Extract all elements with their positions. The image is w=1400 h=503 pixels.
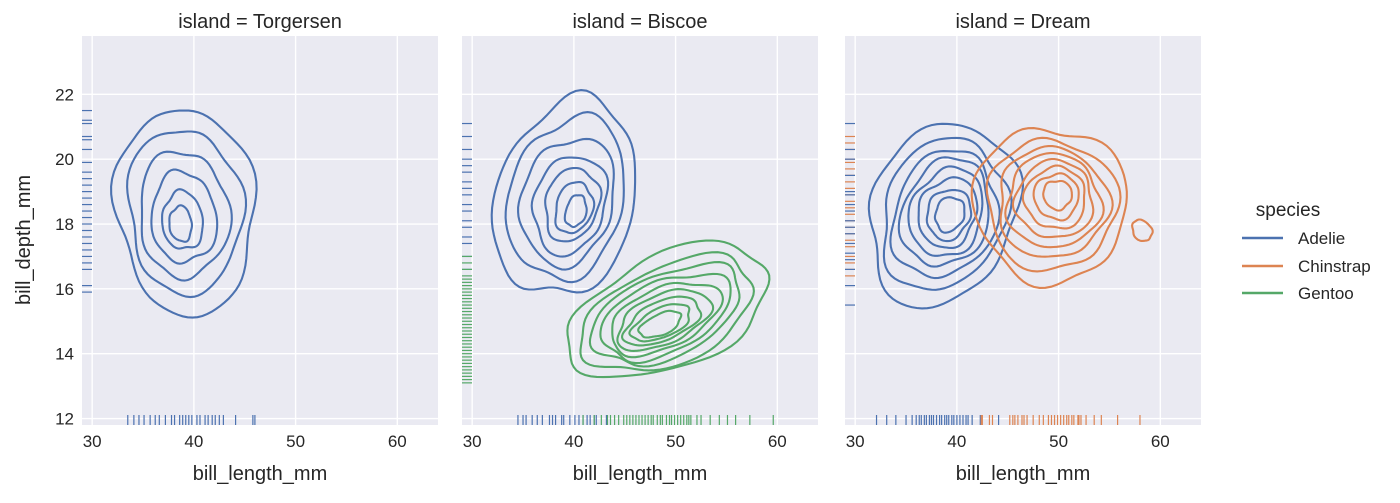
panel-title: island = Biscoe (572, 11, 707, 33)
legend-item-adelie: Adelie (1242, 229, 1345, 248)
rug-x-chinstrap (980, 415, 1141, 425)
contour-chinstrap-5 (1011, 157, 1095, 239)
contour-chinstrap-8 (1042, 179, 1073, 212)
x-tick-label: 50 (1049, 432, 1068, 451)
rug-x-adelie (875, 415, 1000, 425)
x-axis-label: bill_length_mm (956, 463, 1091, 485)
contour-adelie-5 (544, 166, 603, 243)
contour-chinstrap-2 (985, 136, 1122, 273)
contour-adelie-5 (907, 165, 984, 257)
rug-x-adelie (127, 415, 256, 425)
x-tick-label: 40 (184, 432, 203, 451)
x-tick-label: 50 (286, 432, 305, 451)
contour-gentoo-1 (566, 239, 771, 379)
contour-adelie-4 (897, 156, 990, 268)
contour-chinstrap-3 (999, 145, 1114, 258)
kde-gentoo (566, 239, 771, 379)
y-tick-label: 20 (55, 150, 74, 169)
legend-item-gentoo: Gentoo (1242, 284, 1354, 303)
rug-y-adelie (82, 109, 92, 293)
contour-adelie-1 (490, 89, 637, 294)
x-axis-label: bill_length_mm (193, 463, 328, 485)
rug-y-gentoo (462, 255, 472, 384)
contour-gentoo-6 (616, 288, 715, 352)
contour-gentoo-3 (588, 261, 741, 368)
panel-plot-area (82, 109, 258, 425)
rug-x-gentoo (582, 415, 774, 425)
kde-adelie (110, 109, 258, 319)
contour-gentoo-5 (611, 281, 724, 359)
kde-chinstrap (970, 127, 1128, 289)
kde-adelie (867, 122, 1025, 310)
contour-adelie-3 (140, 150, 233, 282)
rug-x-adelie (517, 415, 608, 425)
contour-gentoo-8 (628, 303, 691, 343)
x-tick-label: 40 (564, 432, 583, 451)
contour-adelie-3 (517, 137, 615, 271)
contour-chinstrap-4 (1004, 152, 1105, 249)
contour-adelie-5 (161, 188, 204, 250)
x-tick-label: 60 (1151, 432, 1170, 451)
legend-label-adelie: Adelie (1298, 229, 1345, 248)
y-axis-label: bill_depth_mm (13, 175, 35, 305)
panel-title: island = Dream (955, 11, 1090, 33)
contour-adelie-1 (867, 122, 1025, 310)
legend: species Adelie Chinstrap Gentoo (1242, 200, 1371, 303)
legend-title: species (1256, 200, 1320, 221)
contour-adelie-2 (504, 111, 625, 284)
y-tick-label: 22 (55, 85, 74, 104)
contour-adelie-7 (563, 194, 588, 229)
panel-plot-area (845, 122, 1154, 425)
contour-chinstrap-1 (970, 127, 1128, 289)
kde-chinstrap (1131, 218, 1154, 242)
contour-chinstrap-6 (1021, 164, 1086, 230)
contour-chinstrap-7 (1032, 172, 1080, 222)
contour-gentoo-9 (637, 309, 683, 339)
rug-y-adelie (462, 122, 472, 270)
x-tick-label: 30 (83, 432, 102, 451)
x-axis-label: bill_length_mm (573, 463, 708, 485)
kde-adelie (490, 89, 637, 294)
rug-y-adelie (845, 122, 855, 306)
panels: island = Torgersen 30 40 50 60 bill_length_mm… (55, 11, 1201, 485)
facet-panel-2: island = Biscoe 30 40 50 60 bill_length_mm (462, 11, 818, 485)
legend-item-chinstrap: Chinstrap (1242, 257, 1371, 276)
contour-chinstrap-1 (1131, 218, 1154, 242)
panel-background (462, 36, 818, 425)
contour-adelie-6 (168, 204, 194, 243)
y-tick-label: 18 (55, 215, 74, 234)
contour-adelie-3 (889, 150, 1001, 280)
contour-gentoo-4 (599, 272, 732, 365)
contour-adelie-7 (925, 188, 973, 243)
x-tick-label: 40 (947, 432, 966, 451)
y-tick-label: 12 (55, 410, 74, 429)
y-tick-label: 14 (55, 345, 74, 364)
contour-adelie-2 (882, 136, 1013, 291)
panel-background (845, 36, 1201, 425)
facet-panel-1: island = Torgersen 30 40 50 60 bill_length_mm… (55, 11, 438, 485)
contour-adelie-8 (933, 196, 966, 234)
x-tick-label: 30 (463, 432, 482, 451)
y-tick-label: 16 (55, 280, 74, 299)
contour-adelie-2 (126, 130, 248, 299)
legend-label-chinstrap: Chinstrap (1298, 257, 1371, 276)
x-tick-label: 30 (846, 432, 865, 451)
legend-label-gentoo: Gentoo (1298, 284, 1354, 303)
contour-adelie-6 (554, 180, 596, 235)
contour-adelie-4 (530, 156, 610, 258)
panel-title: island = Torgersen (178, 11, 342, 33)
contour-gentoo-7 (621, 295, 703, 347)
x-tick-label: 60 (388, 432, 407, 451)
x-tick-label: 50 (666, 432, 685, 451)
contour-adelie-4 (150, 168, 219, 265)
contour-adelie-1 (110, 109, 258, 319)
x-tick-label: 60 (768, 432, 787, 451)
panel-plot-area (462, 89, 774, 425)
facet-panel-3: island = Dream 30 40 50 60 bill_length_mm (845, 11, 1201, 485)
contour-gentoo-2 (579, 251, 755, 372)
